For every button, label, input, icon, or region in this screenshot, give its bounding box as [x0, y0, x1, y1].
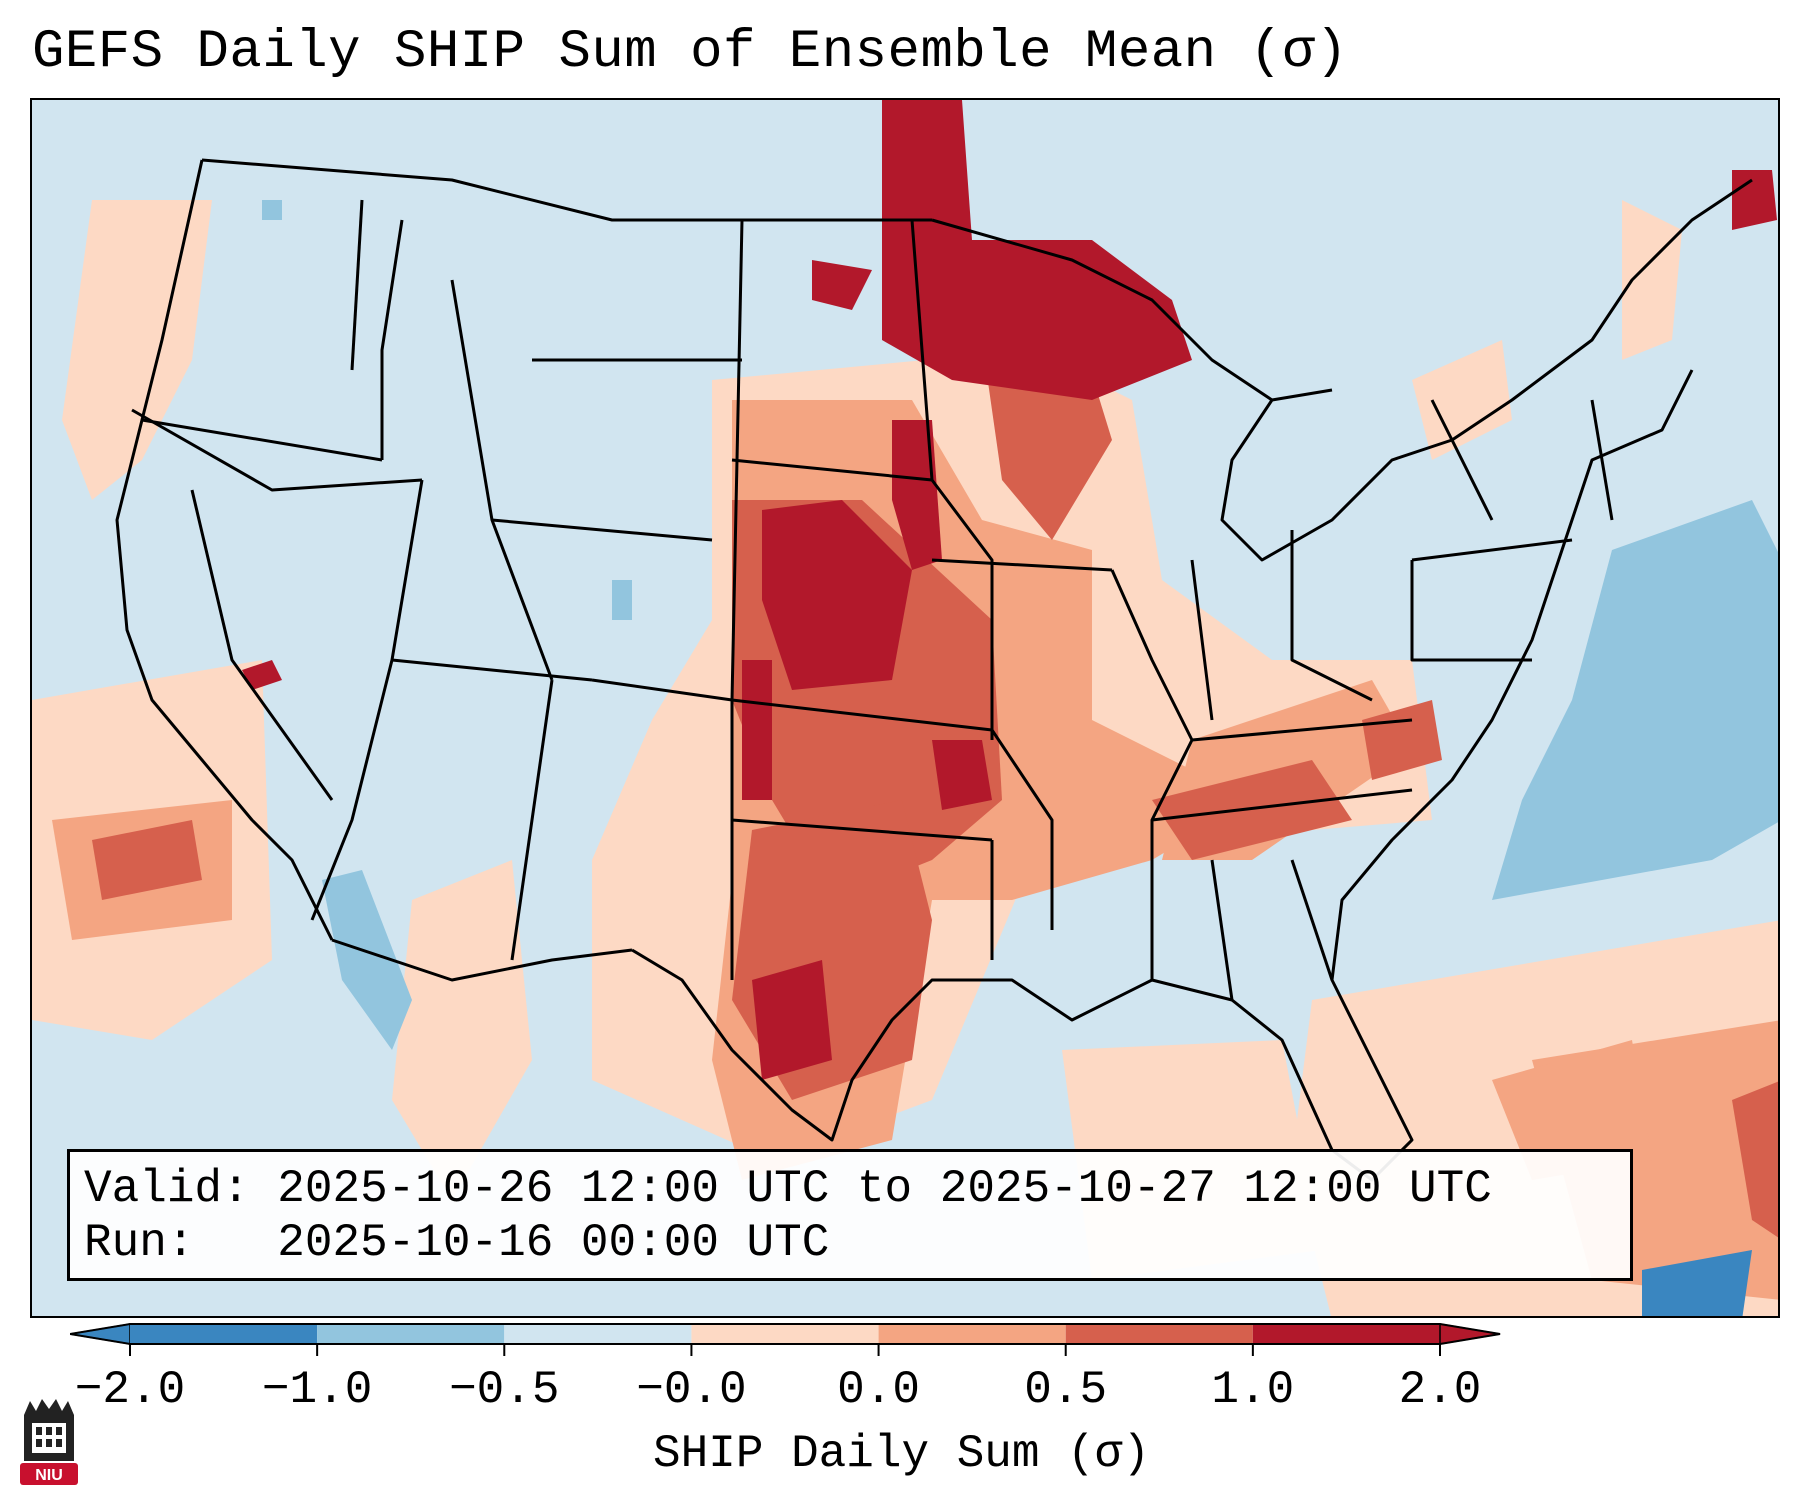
colorbar-segment	[130, 1324, 317, 1344]
colorbar-label: SHIP Daily Sum (σ)	[0, 1428, 1803, 1480]
validity-info-box: Valid: 2025-10-26 12:00 UTC to 2025-10-2…	[67, 1149, 1633, 1281]
colorbar-segment	[879, 1324, 1066, 1344]
colorbar-extension-low	[70, 1324, 130, 1344]
colorbar-tick-label: −1.0	[262, 1364, 372, 1416]
logo-text: NIU	[35, 1467, 63, 1484]
colorbar-tick-label: 0.5	[1024, 1364, 1107, 1416]
colorbar-segment	[504, 1324, 691, 1344]
colorbar-tick-label: −2.0	[75, 1364, 185, 1416]
colorbar-segment	[317, 1324, 504, 1344]
run-time: 2025-10-16 00:00 UTC	[277, 1217, 829, 1269]
valid-range: 2025-10-26 12:00 UTC to 2025-10-27 12:00…	[277, 1163, 1492, 1215]
colorbar-segment	[691, 1324, 878, 1344]
map-title: GEFS Daily SHIP Sum of Ensemble Mean (σ)	[32, 22, 1348, 83]
colorbar-tick-label: −0.5	[449, 1364, 559, 1416]
colorbar-tick-label: 1.0	[1211, 1364, 1294, 1416]
colorbar-tick-label: −0.0	[636, 1364, 746, 1416]
colorbar-segment	[1066, 1324, 1253, 1344]
colorbar-tick-label: 0.0	[837, 1364, 920, 1416]
colorbar-tick-label: 2.0	[1399, 1364, 1482, 1416]
colorbar-segment	[1253, 1324, 1440, 1344]
valid-label: Valid:	[84, 1163, 250, 1215]
colorbar	[70, 1322, 1740, 1364]
run-label: Run:	[84, 1217, 194, 1269]
niu-logo-icon: NIU	[20, 1395, 78, 1487]
map-panel	[30, 98, 1780, 1318]
colorbar-extension-high	[1440, 1324, 1500, 1344]
weather-map	[32, 100, 1780, 1318]
